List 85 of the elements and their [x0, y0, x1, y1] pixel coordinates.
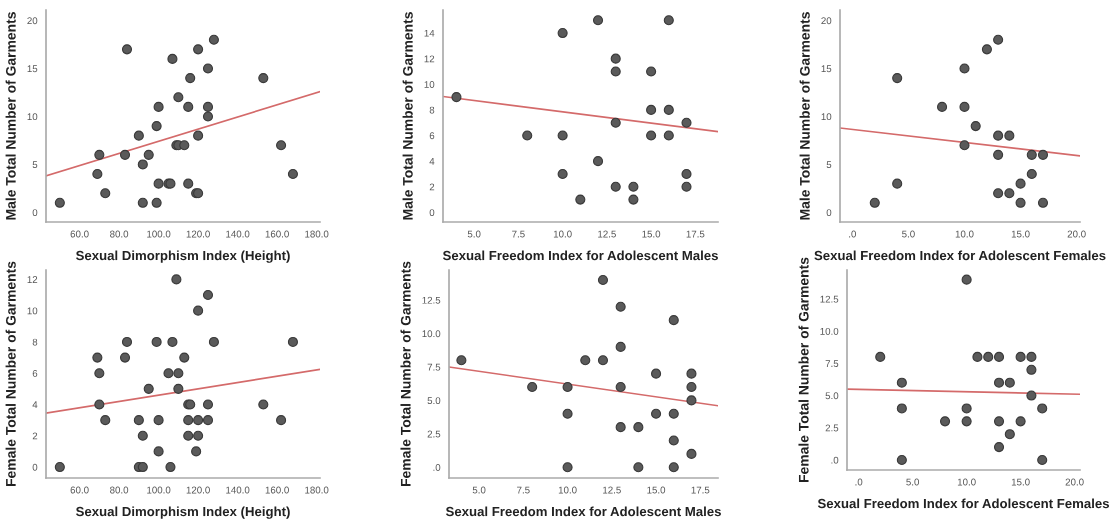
x-tick-label: 5.0: [902, 230, 915, 238]
y-tick-label: 4: [32, 401, 38, 409]
x-axis-title: Sexual Freedom Index for Adolescent Females: [814, 250, 1106, 261]
x-tick-label: 5.0: [472, 486, 486, 494]
y-tick-label: 10: [27, 113, 38, 121]
y-tick-label: 2: [429, 183, 435, 191]
x-axis-title: Sexual Dimorphism Index (Height): [75, 506, 290, 519]
y-tick-label: 12: [27, 276, 38, 283]
x-tick-label: 12.5: [603, 486, 621, 494]
y-tick-label: 0: [32, 463, 38, 471]
x-tick-label: 10.0: [955, 230, 974, 238]
x-tick-label: 15.0: [642, 230, 661, 238]
x-tick-label: 10.0: [553, 230, 572, 238]
x-tick-label: 120.0: [186, 230, 210, 238]
y-tick-label: .0: [831, 456, 839, 464]
x-tick-label: 100.0: [147, 486, 171, 494]
x-tick-label: 100.0: [147, 230, 171, 238]
y-tick-label: 2.5: [825, 424, 839, 432]
x-tick-label: 140.0: [226, 230, 250, 238]
y-axis-title: Male Total Number of Garments: [402, 12, 413, 220]
x-axis-title: Sexual Freedom Index for Adolescent Females: [817, 498, 1110, 509]
y-axis-title: Male Total Number of Garments: [799, 12, 810, 220]
x-tick-label: 120.0: [186, 486, 210, 494]
y-tick-label: 5.0: [427, 397, 441, 405]
y-tick-label: 12.5: [422, 296, 441, 304]
x-tick-label: 160.0: [265, 486, 289, 494]
x-tick-label: 80.0: [110, 230, 129, 238]
y-tick-label: 10.0: [820, 327, 839, 335]
y-tick-label: 5: [32, 161, 38, 169]
x-tick-label: 15.0: [1011, 478, 1030, 486]
y-tick-label: 8: [32, 338, 38, 346]
y-tick-label: 12.5: [820, 295, 839, 303]
y-tick-label: 12: [424, 55, 435, 63]
x-axis-title: Sexual Dimorphism Index (Height): [75, 250, 290, 263]
x-tick-label: 180.0: [305, 230, 329, 238]
x-tick-label: 10.0: [957, 478, 976, 486]
y-tick-label: 14: [424, 29, 435, 37]
y-axis-title: Male Total Number of Garments: [5, 12, 16, 220]
x-tick-label: 140.0: [226, 486, 250, 494]
y-tick-label: 7.5: [825, 360, 839, 367]
x-tick-label: 12.5: [598, 230, 616, 238]
y-tick-label: 6: [429, 132, 435, 140]
x-tick-label: 160.0: [265, 230, 289, 238]
y-tick-label: 2.5: [427, 430, 441, 438]
x-tick-label: .0: [855, 478, 863, 486]
y-tick-label: 15: [821, 65, 832, 73]
x-tick-label: 5.0: [467, 230, 481, 238]
y-tick-label: 2: [32, 432, 38, 440]
y-tick-label: 5: [826, 161, 832, 169]
y-tick-label: .0: [433, 464, 441, 471]
y-tick-label: 10: [424, 81, 435, 88]
y-tick-label: 0: [826, 209, 832, 217]
x-axis-title: Sexual Freedom Index for Adolescent Males: [445, 506, 721, 517]
x-tick-label: 15.0: [1011, 230, 1030, 238]
y-axis-title: Female Total Number of Garments: [798, 257, 809, 482]
y-axis-title: Female Total Number of Garments: [400, 261, 411, 486]
x-tick-label: 60.0: [70, 486, 89, 494]
x-tick-label: 15.0: [647, 486, 666, 494]
y-axis-title: Female Total Number of Garments: [5, 261, 16, 486]
x-tick-label: 5.0: [906, 478, 920, 486]
y-tick-label: 7.5: [427, 363, 441, 371]
x-tick-label: 10.0: [558, 486, 577, 494]
x-tick-label: 20.0: [1067, 230, 1086, 238]
y-tick-label: 6: [32, 369, 38, 377]
y-tick-label: 8: [429, 106, 435, 114]
y-tick-label: 20: [821, 17, 832, 25]
y-tick-label: 15: [27, 65, 38, 73]
x-tick-label: 60.0: [70, 230, 89, 238]
x-tick-label: 17.5: [686, 230, 705, 238]
x-tick-label: 7.5: [512, 230, 525, 238]
x-tick-label: 180.0: [305, 486, 329, 494]
x-tick-label: 7.5: [517, 486, 530, 494]
y-tick-label: 0: [429, 209, 435, 217]
x-tick-label: 80.0: [110, 486, 129, 494]
x-axis-title: Sexual Freedom Index for Adolescent Males: [442, 250, 718, 261]
y-tick-label: 0: [32, 209, 38, 217]
x-tick-label: .0: [849, 230, 857, 238]
y-tick-label: 4: [429, 157, 435, 165]
x-tick-label: 17.5: [691, 486, 710, 494]
y-tick-label: 10: [821, 113, 832, 121]
x-tick-label: 20.0: [1065, 478, 1084, 486]
y-tick-label: 10.0: [422, 330, 441, 338]
y-tick-label: 20: [27, 17, 38, 25]
y-tick-label: 5.0: [825, 392, 839, 400]
y-tick-label: 10: [27, 307, 38, 315]
